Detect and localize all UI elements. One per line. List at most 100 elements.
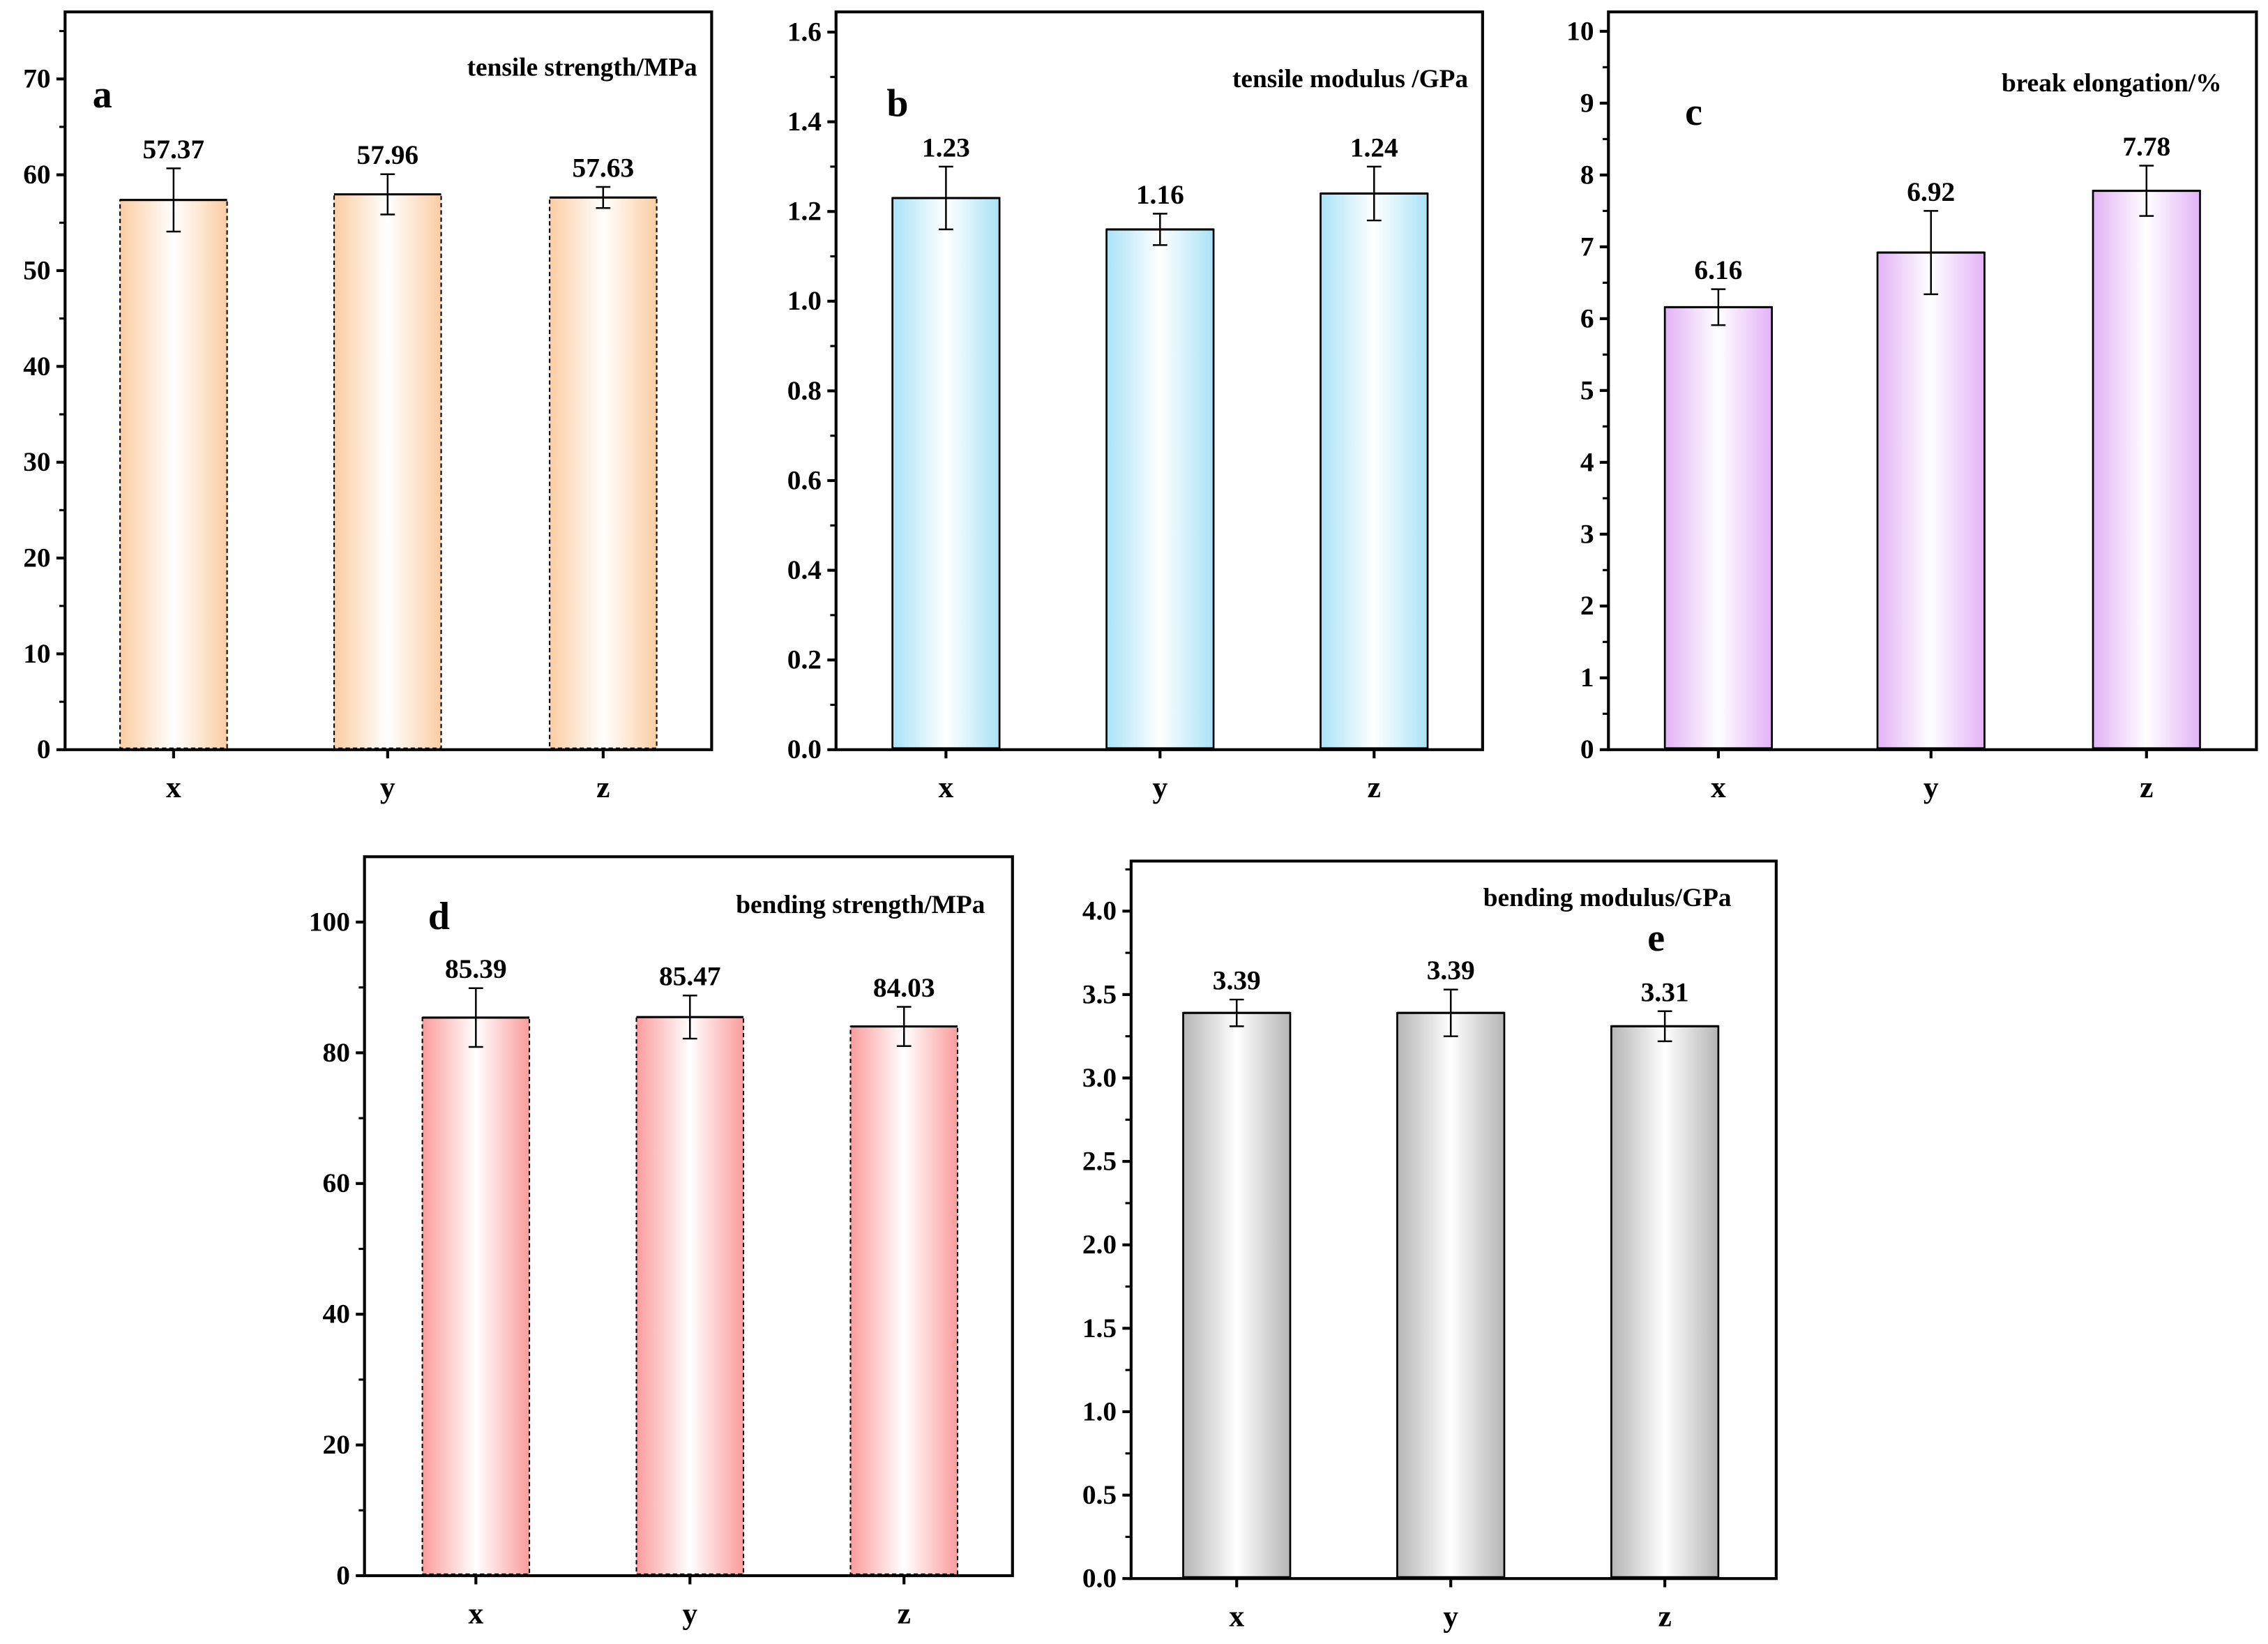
y-tick-label: 1 xyxy=(1580,662,1594,693)
y-tick-label: 0.2 xyxy=(787,644,822,675)
y-tick-label: 2.0 xyxy=(1082,1229,1117,1260)
y-tick-label: 1.0 xyxy=(787,285,822,316)
y-tick-label: 40 xyxy=(323,1299,350,1329)
panel-letter: e xyxy=(1647,917,1665,960)
value-label: 3.31 xyxy=(1641,976,1689,1007)
panel-letter: c xyxy=(1685,91,1702,134)
panel-letter: a xyxy=(93,73,112,116)
x-tick-label: y xyxy=(1152,771,1167,804)
x-tick-label: z xyxy=(2140,771,2153,804)
bar-y xyxy=(1396,1011,1506,1578)
value-label: 57.37 xyxy=(143,134,205,165)
value-label: 3.39 xyxy=(1427,955,1475,986)
y-tick-label: 7 xyxy=(1580,231,1594,262)
bar-z xyxy=(549,197,658,749)
y-tick-label: 2 xyxy=(1580,590,1594,621)
y-tick-label: 5 xyxy=(1580,375,1594,405)
y-tick-label: 20 xyxy=(323,1429,350,1460)
y-tick-label: 10 xyxy=(23,638,50,669)
x-tick-label: x xyxy=(166,771,181,804)
bar-y xyxy=(1105,228,1215,750)
bar-z xyxy=(1610,1025,1720,1578)
x-tick-label: y xyxy=(380,771,395,804)
value-label: 1.23 xyxy=(922,132,970,163)
y-tick-label: 4.0 xyxy=(1082,896,1117,926)
bar-y xyxy=(635,1016,745,1576)
y-tick-label: 0.8 xyxy=(787,375,822,406)
x-tick-label: z xyxy=(596,771,610,804)
x-tick-label: x xyxy=(1711,771,1726,804)
y-tick-label: 40 xyxy=(23,351,50,382)
bar-x xyxy=(119,199,228,749)
panel-title: tensile strength/MPa xyxy=(467,53,697,82)
x-tick-label: z xyxy=(1658,1600,1671,1634)
y-tick-label: 0 xyxy=(336,1560,350,1590)
x-tick-label: z xyxy=(1368,771,1381,804)
bar-x xyxy=(1663,306,1773,750)
y-tick-label: 1.5 xyxy=(1082,1313,1117,1343)
y-tick-label: 50 xyxy=(23,255,50,285)
value-label: 6.16 xyxy=(1694,255,1742,285)
y-tick-label: 3.0 xyxy=(1082,1062,1117,1093)
value-label: 57.96 xyxy=(357,139,419,170)
x-tick-label: x xyxy=(938,771,953,804)
panel-title: bending strength/MPa xyxy=(736,891,985,919)
panel-c: 0 1 2 3 4 5 6 7 8 9 10 6.16 x 6.92 y 7.78 z break elongat… xyxy=(1566,10,2258,804)
bar-y xyxy=(1876,251,1986,750)
y-tick-label: 1.0 xyxy=(1082,1396,1117,1426)
y-tick-label: 0.4 xyxy=(787,555,822,585)
y-tick-label: 0 xyxy=(37,734,51,764)
y-tick-label: 2.5 xyxy=(1082,1146,1117,1177)
y-tick-label: 1.6 xyxy=(787,16,822,47)
panel-title: tensile modulus /GPa xyxy=(1232,65,1468,93)
x-tick-label: y xyxy=(1923,771,1939,804)
value-label: 6.92 xyxy=(1907,176,1955,207)
y-tick-label: 8 xyxy=(1580,159,1594,190)
value-label: 3.39 xyxy=(1213,965,1261,996)
value-label: 85.47 xyxy=(659,961,721,992)
value-label: 85.39 xyxy=(445,953,507,984)
y-tick-label: 0.0 xyxy=(1082,1563,1117,1594)
panel-d: 0 20 40 60 80 100 85.39 x 85.47 y 84.03 z bending st… xyxy=(309,855,1014,1630)
x-tick-label: z xyxy=(898,1597,911,1630)
panel-title: bending modulus/GPa xyxy=(1483,884,1732,912)
y-tick-label: 60 xyxy=(323,1168,350,1198)
x-tick-label: y xyxy=(1443,1600,1458,1634)
bar-z xyxy=(2092,190,2201,750)
y-tick-label: 100 xyxy=(309,906,350,937)
y-tick-label: 0.6 xyxy=(787,465,822,495)
y-tick-label: 30 xyxy=(23,446,50,477)
x-tick-label: y xyxy=(682,1597,697,1630)
y-tick-label: 6 xyxy=(1580,303,1594,333)
bar-y xyxy=(333,193,442,749)
y-tick-label: 1.4 xyxy=(787,106,822,137)
plot-frame xyxy=(1129,859,1778,1581)
panel-a: 0 10 20 30 40 50 60 70 57.37 x 57.96 y 57.63 z tensile… xyxy=(23,10,713,804)
y-tick-label: 0.5 xyxy=(1082,1479,1117,1510)
y-tick-label: 3.5 xyxy=(1082,979,1117,1009)
value-label: 7.78 xyxy=(2122,131,2170,162)
y-tick-label: 9 xyxy=(1580,87,1594,118)
y-tick-label: 1.2 xyxy=(787,196,822,227)
panel-letter: d xyxy=(428,895,450,938)
value-label: 57.63 xyxy=(573,153,635,183)
panel-letter: b xyxy=(886,82,908,125)
x-tick-label: x xyxy=(468,1597,483,1630)
value-label: 1.16 xyxy=(1136,179,1184,210)
y-tick-label: 0 xyxy=(1580,734,1594,764)
bar-x xyxy=(421,1016,531,1576)
bar-x xyxy=(1182,1011,1292,1578)
panel-title: break elongation/% xyxy=(2002,69,2222,98)
value-label: 1.24 xyxy=(1350,132,1398,163)
bar-z xyxy=(849,1025,959,1576)
y-tick-label: 10 xyxy=(1566,15,1594,46)
y-tick-label: 60 xyxy=(23,159,50,190)
panel-b: 0.0 0.2 0.4 0.6 0.8 1.0 1.2 1.4 1.6 1.23 x 1.16 y 1.2… xyxy=(787,10,1484,804)
y-tick-label: 20 xyxy=(23,543,50,573)
x-tick-label: x xyxy=(1229,1600,1244,1634)
bar-x xyxy=(891,197,1001,750)
y-tick-label: 4 xyxy=(1580,446,1594,477)
y-tick-label: 80 xyxy=(323,1037,350,1068)
panel-e: 0.0 0.5 1.0 1.5 2.0 2.5 3.0 3.5 4.0 3.39 x 3.39 y 3.3… xyxy=(1082,859,1778,1634)
